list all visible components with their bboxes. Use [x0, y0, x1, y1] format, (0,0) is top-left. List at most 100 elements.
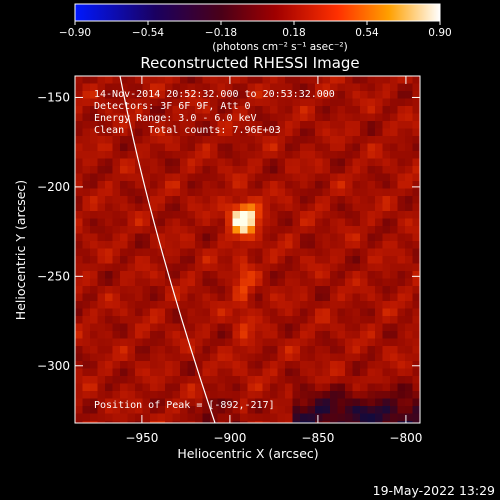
heatmap-cell	[390, 76, 398, 84]
heatmap-cell	[315, 316, 323, 324]
heatmap-cell	[300, 218, 308, 227]
heatmap-cell	[360, 263, 368, 272]
heatmap-cell	[172, 113, 181, 122]
heatmap-cell	[90, 113, 98, 122]
heatmap-cell	[82, 353, 91, 362]
heatmap-cell	[360, 368, 368, 377]
heatmap-cell	[187, 368, 196, 377]
heatmap-cell	[315, 398, 323, 407]
heatmap-cell	[210, 188, 218, 197]
heatmap-cell	[217, 188, 226, 197]
heatmap-cell	[367, 383, 376, 392]
heatmap-cell	[157, 248, 166, 257]
heatmap-cell	[82, 233, 91, 242]
heatmap-cell	[127, 143, 136, 152]
heatmap-cell	[120, 173, 128, 182]
heatmap-cell	[352, 128, 361, 137]
heatmap-cell	[352, 158, 361, 167]
heatmap-cell	[180, 113, 188, 122]
heatmap-cell	[180, 166, 188, 174]
heatmap-cell	[90, 301, 98, 309]
heatmap-cell	[382, 83, 391, 92]
heatmap-cell	[90, 121, 98, 129]
heatmap-cell	[360, 353, 368, 362]
heatmap-cell	[262, 173, 271, 182]
heatmap-cell	[210, 151, 218, 159]
heatmap-cell	[270, 331, 278, 339]
heatmap-cell	[135, 76, 143, 84]
heatmap-cell	[75, 128, 83, 137]
heatmap-cell	[285, 323, 293, 332]
heatmap-cell	[255, 263, 263, 272]
heatmap-cell	[397, 421, 406, 423]
heatmap-cell	[135, 188, 143, 197]
heatmap-cell	[97, 361, 106, 369]
heatmap-cell	[345, 113, 353, 122]
heatmap-cell	[300, 391, 308, 399]
heatmap-cell	[210, 233, 218, 242]
heatmap-cell	[195, 338, 203, 347]
heatmap-cell	[262, 278, 271, 287]
heatmap-cell	[330, 188, 338, 197]
heatmap-cell	[262, 241, 271, 249]
heatmap-cell	[375, 421, 383, 423]
heatmap-cell	[375, 173, 383, 182]
heatmap-cell	[330, 278, 338, 287]
heatmap-cell	[180, 98, 188, 107]
heatmap-cell	[300, 301, 308, 309]
heatmap-cell	[97, 233, 106, 242]
heatmap-cell	[367, 76, 376, 84]
heatmap-cell	[202, 293, 211, 302]
heatmap-cell	[232, 338, 241, 347]
heatmap-cell	[157, 211, 166, 219]
heatmap-cell	[202, 263, 211, 272]
heatmap-cell	[187, 286, 196, 294]
heatmap-cell	[382, 166, 391, 174]
heatmap-cell	[105, 286, 113, 294]
heatmap-cell	[82, 346, 91, 354]
heatmap-cell	[165, 83, 173, 92]
heatmap-cell	[360, 413, 368, 422]
heatmap-cell	[277, 331, 286, 339]
heatmap-cell	[390, 338, 398, 347]
heatmap-cell	[195, 83, 203, 92]
heatmap-cell	[157, 218, 166, 227]
heatmap-cell	[337, 188, 346, 197]
heatmap-cell	[367, 376, 376, 384]
heatmap-cell	[352, 226, 361, 234]
heatmap-cell	[225, 248, 233, 257]
heatmap-cell	[135, 278, 143, 287]
heatmap-cell	[382, 316, 391, 324]
heatmap-cell	[82, 106, 91, 114]
heatmap-cell	[75, 113, 83, 122]
heatmap-cell	[202, 248, 211, 257]
heatmap-cell	[172, 316, 181, 324]
heatmap-cell	[255, 271, 263, 279]
heatmap-cell	[352, 376, 361, 384]
heatmap-cell	[202, 151, 211, 159]
heatmap-cell	[375, 166, 383, 174]
heatmap-cell	[150, 361, 158, 369]
heatmap-cell	[277, 301, 286, 309]
heatmap-cell	[255, 218, 263, 227]
heatmap-cell	[412, 136, 420, 144]
heatmap-cell	[360, 331, 368, 339]
heatmap-cell	[262, 181, 271, 189]
heatmap-cell	[150, 128, 158, 137]
heatmap-cell	[330, 301, 338, 309]
heatmap-cell	[307, 83, 316, 92]
heatmap-cell	[232, 158, 241, 167]
heatmap-cell	[345, 338, 353, 347]
heatmap-cell	[225, 368, 233, 377]
heatmap-cell	[127, 181, 136, 189]
heatmap-cell	[150, 188, 158, 197]
heatmap-cell	[277, 76, 286, 84]
heatmap-cell	[277, 278, 286, 287]
heatmap-cell	[375, 136, 383, 144]
heatmap-cell	[195, 278, 203, 287]
heatmap-cell	[412, 241, 420, 249]
heatmap-cell	[195, 98, 203, 107]
heatmap-cell	[390, 391, 398, 399]
heatmap-cell	[270, 286, 278, 294]
heatmap-cell	[247, 263, 256, 272]
